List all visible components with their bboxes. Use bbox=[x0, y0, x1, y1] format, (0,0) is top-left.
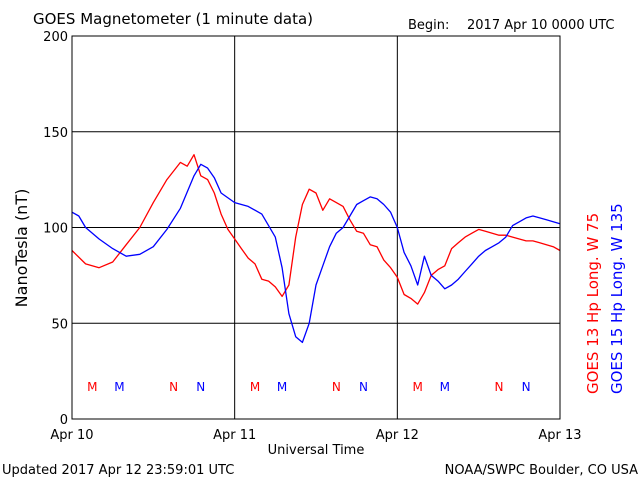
y-tick-label: 200 bbox=[43, 30, 68, 45]
begin-value: 2017 Apr 10 0000 UTC bbox=[467, 18, 615, 33]
annotation-n: N bbox=[169, 380, 178, 394]
grid bbox=[71, 35, 561, 420]
x-tick-label: Apr 11 bbox=[213, 428, 256, 443]
annotation-m: M bbox=[87, 380, 97, 394]
annotation-n: N bbox=[332, 380, 341, 394]
annotation-n: N bbox=[495, 380, 504, 394]
series-lines bbox=[71, 154, 561, 344]
x-axis-label: Universal Time bbox=[268, 443, 365, 458]
y-tick-labels: 0 50 100 150 200 bbox=[43, 30, 68, 428]
chart-title: GOES Magnetometer (1 minute data) bbox=[33, 10, 313, 28]
annotation-n: N bbox=[359, 380, 368, 394]
annotation-m: M bbox=[114, 380, 124, 394]
annotation-m: M bbox=[412, 380, 422, 394]
y-tick-label: 0 bbox=[60, 413, 68, 428]
annotation-n: N bbox=[522, 380, 531, 394]
goes15-series-line bbox=[71, 163, 561, 344]
legend-goes13: GOES 13 Hp Long. W 75 bbox=[584, 213, 602, 394]
begin-label: Begin: bbox=[408, 18, 449, 33]
legend-goes15: GOES 15 Hp Long. W 135 bbox=[608, 203, 626, 394]
updated-text: Updated 2017 Apr 12 23:59:01 UTC bbox=[2, 463, 234, 478]
x-tick-labels: Apr 10 Apr 11 Apr 12 Apr 13 bbox=[50, 428, 581, 443]
annotation-m: M bbox=[250, 380, 260, 394]
annotation-m: M bbox=[277, 380, 287, 394]
credit-text: NOAA/SWPC Boulder, CO USA bbox=[445, 463, 638, 478]
y-tick-label: 150 bbox=[43, 126, 68, 141]
y-axis-label: NanoTesla (nT) bbox=[12, 189, 31, 308]
x-tick-label: Apr 12 bbox=[376, 428, 419, 443]
x-tick-label: Apr 10 bbox=[50, 428, 93, 443]
goes13-series-line bbox=[71, 154, 561, 305]
annotation-n: N bbox=[196, 380, 205, 394]
annotation-m: M bbox=[440, 380, 450, 394]
legend: GOES 13 Hp Long. W 75 GOES 15 Hp Long. W … bbox=[584, 203, 626, 394]
y-tick-label: 100 bbox=[43, 222, 68, 237]
plot-frame bbox=[71, 35, 561, 420]
y-tick-label: 50 bbox=[51, 317, 68, 332]
x-tick-label: Apr 13 bbox=[538, 428, 581, 443]
